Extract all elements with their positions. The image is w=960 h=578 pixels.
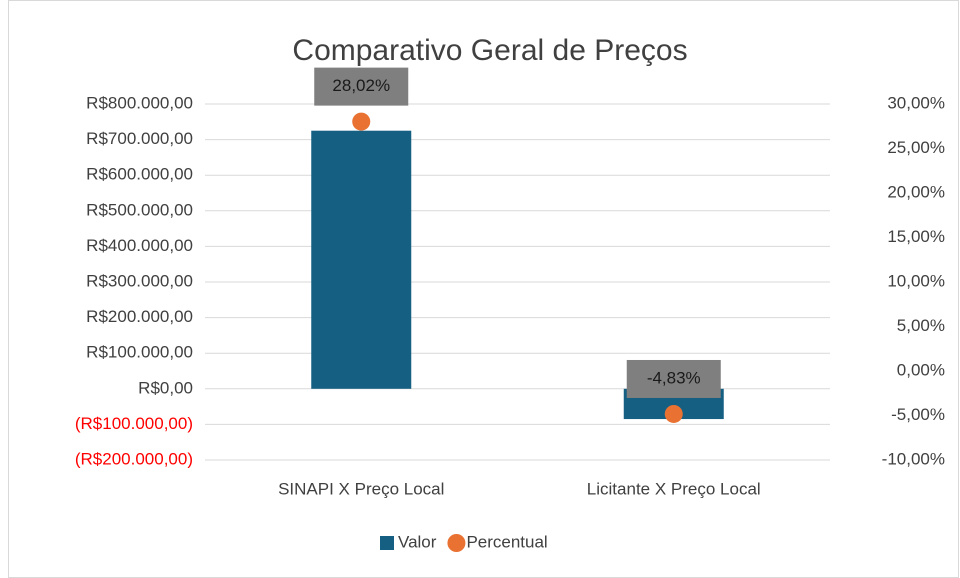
y-tick-label: (R$100.000,00) <box>75 414 193 433</box>
y2-tick-label: 30,00% <box>887 93 945 112</box>
y-tick-label: R$100.000,00 <box>86 343 193 362</box>
legend-swatch <box>447 534 466 552</box>
y-tick-label: R$700.000,00 <box>86 129 193 148</box>
legend-label: Percentual <box>466 532 547 551</box>
y-tick-label: (R$200.000,00) <box>75 449 193 468</box>
y-tick-label: R$500.000,00 <box>86 200 193 219</box>
y-tick-label: R$200.000,00 <box>86 307 193 326</box>
point <box>664 404 683 423</box>
x-tick-label: SINAPI X Preço Local <box>278 479 444 498</box>
chart-border <box>8 0 959 578</box>
y2-tick-label: 15,00% <box>887 227 945 246</box>
data-label-box <box>626 359 721 398</box>
y2-tick-label: 20,00% <box>887 182 945 201</box>
data-label: -4,83% <box>647 368 701 387</box>
data-label-box <box>314 67 409 106</box>
legend-swatch <box>380 536 394 550</box>
y-tick-label: R$600.000,00 <box>86 165 193 184</box>
legend-label: Valor <box>398 532 437 551</box>
bar <box>311 130 412 389</box>
y2-tick-label: 0,00% <box>897 360 945 379</box>
y2-tick-label: -10,00% <box>882 449 945 468</box>
y2-tick-label: 10,00% <box>887 271 945 290</box>
y-tick-label: R$400.000,00 <box>86 236 193 255</box>
point <box>352 112 371 131</box>
y2-tick-label: 5,00% <box>897 316 945 335</box>
chart-title: Comparativo Geral de Preços <box>292 34 687 67</box>
y-tick-label: R$800.000,00 <box>86 93 193 112</box>
data-label: 28,02% <box>332 76 390 95</box>
x-tick-label: Licitante X Preço Local <box>587 479 761 498</box>
y-tick-label: R$300.000,00 <box>86 271 193 290</box>
y-tick-label: R$0,00 <box>138 378 193 397</box>
y2-tick-label: -5,00% <box>891 405 945 424</box>
y2-tick-label: 25,00% <box>887 138 945 157</box>
